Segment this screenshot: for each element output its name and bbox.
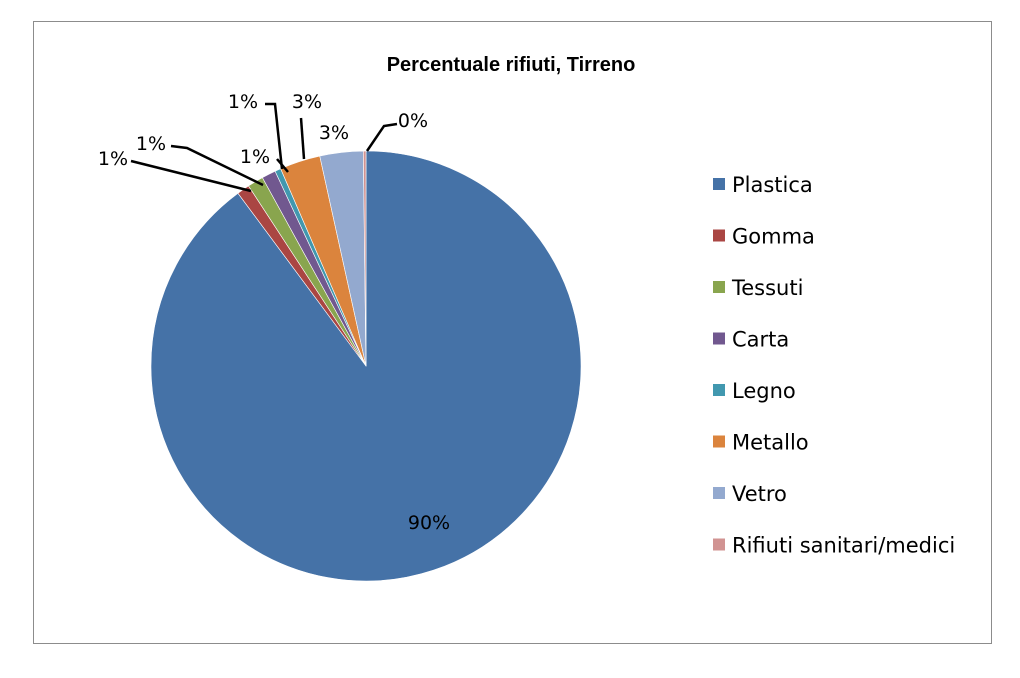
data-label: 0% xyxy=(398,110,428,132)
legend-swatch xyxy=(713,229,725,242)
data-label: 1% xyxy=(98,148,128,170)
legend-label: Carta xyxy=(732,328,789,352)
legend-swatch xyxy=(713,332,725,345)
legend-label: Plastica xyxy=(732,173,813,197)
leader-line xyxy=(365,122,398,152)
legend-swatch xyxy=(713,281,725,293)
legend-swatch xyxy=(713,384,725,396)
legend-swatch xyxy=(713,538,725,551)
legend-label: Legno xyxy=(732,379,796,403)
data-label: 1% xyxy=(228,91,258,113)
legend-label: Vetro xyxy=(732,482,787,506)
leader-line xyxy=(276,158,289,173)
data-label: 3% xyxy=(319,122,349,144)
data-label: 3% xyxy=(292,91,322,113)
legend-label: Tessuti xyxy=(731,276,803,300)
chart-frame: Percentuale rifiuti, Tirreno 90% 1% 1% 1% 1%… xyxy=(33,21,992,644)
legend-swatch xyxy=(713,487,725,499)
leader-line xyxy=(265,102,284,170)
data-label: 90% xyxy=(408,512,450,534)
leader-line xyxy=(299,117,306,160)
legend: Plastica Gomma Tessuti Carta Legno Metallo Vet… xyxy=(713,173,955,558)
legend-label: Rifiuti sanitari/medici xyxy=(732,534,955,558)
pie-slice-rifiuti-sanitari-medici xyxy=(362,150,367,367)
leader-line xyxy=(130,159,252,193)
data-label: 1% xyxy=(136,133,166,155)
legend-swatch xyxy=(713,178,725,190)
legend-label: Gomma xyxy=(732,225,815,249)
legend-swatch xyxy=(713,435,725,448)
data-label: 1% xyxy=(240,146,270,168)
leader-line xyxy=(170,144,264,187)
legend-label: Metallo xyxy=(732,431,809,455)
chart-title: Percentuale rifiuti, Tirreno xyxy=(387,54,636,76)
